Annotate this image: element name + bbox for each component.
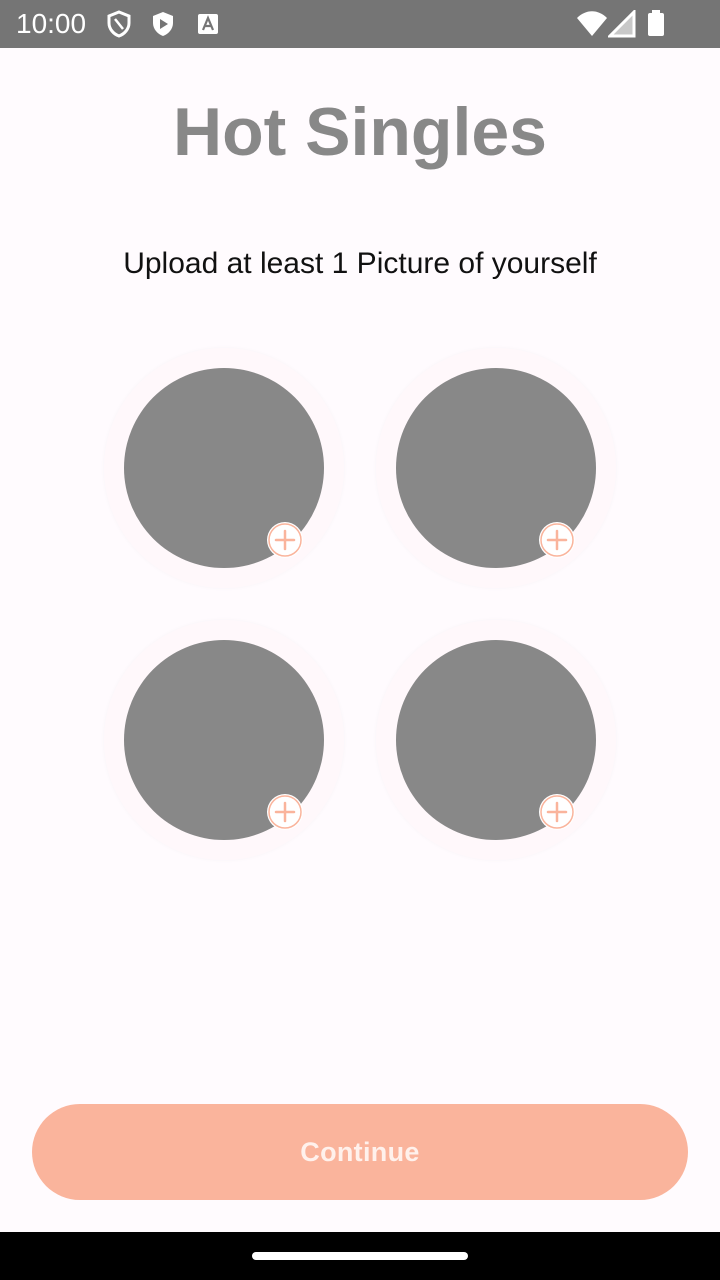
photo-slot-3[interactable] <box>104 620 344 860</box>
photo-slot-1[interactable] <box>104 348 344 588</box>
upload-instructions: Upload at least 1 Picture of yourself <box>123 247 597 280</box>
home-gesture-handle[interactable] <box>252 1252 468 1260</box>
cell-signal-icon <box>608 10 636 38</box>
navigation-bar <box>0 1232 720 1280</box>
shield-outline-icon <box>106 10 132 38</box>
photo-slot-2[interactable] <box>376 348 616 588</box>
status-time: 10:00 <box>16 8 87 39</box>
plus-icon[interactable] <box>539 794 575 830</box>
plus-icon[interactable] <box>267 522 303 558</box>
plus-icon[interactable] <box>539 522 575 558</box>
photo-slot-4[interactable] <box>376 620 616 860</box>
wifi-icon <box>576 10 608 38</box>
status-bar: 10:00 <box>0 0 720 48</box>
plus-icon[interactable] <box>267 794 303 830</box>
battery-icon <box>646 10 666 38</box>
page-title: Hot Singles <box>172 94 548 170</box>
play-shield-icon <box>150 10 176 38</box>
font-a-icon <box>196 10 222 38</box>
continue-button[interactable]: Continue <box>32 1104 688 1200</box>
continue-button-label: Continue <box>300 1136 420 1167</box>
